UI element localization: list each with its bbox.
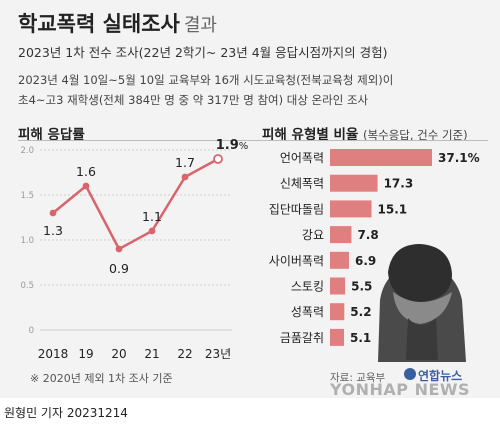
line-chart-ytick-label: 0.5 — [20, 281, 34, 291]
line-chart-value-label: 1.1 — [142, 209, 162, 224]
line-chart-value-label: 1.7 — [175, 155, 195, 170]
line-chart-ytick-label: 1.0 — [20, 236, 34, 246]
byline: 원형민 기자 20231214 — [4, 406, 128, 420]
line-chart-point — [49, 209, 57, 217]
bar-chart-bar — [330, 200, 372, 218]
line-chart-point — [181, 173, 189, 181]
yonhap-logo-ko: 연합뉴스 — [418, 369, 463, 383]
yonhap-logo-icon — [404, 368, 416, 380]
bar-chart-bar — [330, 174, 378, 192]
page-title: 학교폭력 실태조사 결과 — [18, 8, 217, 38]
line-chart-ytick-label: 2.0 — [20, 146, 34, 156]
bar-chart-bar — [330, 277, 346, 295]
description-line-2: 초4~고3 재학생(전체 384만 명 중 약 317만 명 참여) 대상 온라… — [18, 93, 369, 107]
bar-chart-category-label: 강요 — [302, 228, 324, 242]
yonhap-logo-en: YONHAP NEWS — [330, 380, 471, 399]
bar-chart-category-label: 사이버폭력 — [269, 254, 324, 268]
survey-subtitle: 2023년 1차 전수 조사(22년 2학기~ 23년 4월 응답시점까지의 경… — [18, 45, 388, 60]
bar-chart-value-label: 5.5 — [351, 280, 372, 294]
bar-chart-bar — [330, 149, 432, 166]
line-chart-xtick-label: 2018 — [38, 347, 69, 361]
line-chart-value-label: 0.9 — [109, 261, 129, 276]
title-main: 학교폭력 실태조사 — [18, 12, 180, 36]
bar-chart-value-label: 5.2 — [350, 305, 371, 319]
line-chart-value-label: 1.3 — [43, 223, 63, 238]
line-chart-series — [52, 157, 219, 251]
line-chart-title: 피해 응답률 — [18, 127, 85, 143]
bar-chart-title-note: (복수응답, 건수 기준) — [363, 128, 468, 142]
panel-divider — [18, 140, 488, 141]
line-chart-xtick-label: 19 — [78, 347, 93, 361]
bar-chart-category-label: 집단따돌림 — [269, 202, 324, 216]
line-chart-value-label: 1.9% — [216, 138, 249, 153]
bar-chart-bar — [330, 328, 345, 346]
line-chart-ytick-label: 0 — [29, 326, 34, 336]
bar-chart-category-label: 스토킹 — [291, 280, 324, 294]
bar-chart-value-label: 5.1 — [350, 331, 371, 345]
line-chart-xtick-label: 22 — [177, 347, 192, 361]
line-chart-xtick-label: 23년 — [205, 347, 231, 361]
sad-student-illustration — [378, 244, 466, 362]
line-chart-ytick-label: 1.5 — [20, 191, 34, 201]
bar-chart-category-label: 금품갈취 — [280, 331, 324, 345]
line-chart-point — [115, 245, 123, 253]
illustration-legs — [406, 318, 438, 360]
line-chart-point — [82, 182, 90, 190]
line-chart-point — [148, 227, 156, 235]
bar-chart-value-label: 17.3 — [384, 177, 414, 191]
illustration-head — [388, 244, 452, 302]
bar-chart-bar — [330, 251, 349, 269]
source-label: 자료: 교육부 — [330, 372, 386, 384]
illustration-arms — [393, 292, 452, 324]
line-chart-value-label: 1.6 — [76, 164, 96, 179]
infographic-card: 학교폭력 실태조사 결과 2023년 1차 전수 조사(22년 2학기~ 23년 … — [0, 0, 500, 399]
bar-chart-category-label: 성폭력 — [291, 305, 324, 319]
line-chart-xtick-label: 21 — [144, 347, 159, 361]
description-line-1: 2023년 4월 10일~5월 10일 교육부와 16개 시도교육청(전북교육청… — [18, 73, 394, 87]
bar-chart-category-label: 신체폭력 — [280, 177, 324, 191]
line-chart-unit: % — [239, 141, 249, 152]
bar-chart-value-label: 7.8 — [357, 228, 378, 242]
survey-description: 2023년 4월 10일~5월 10일 교육부와 16개 시도교육청(전북교육청… — [18, 70, 393, 110]
title-suffix: 결과 — [183, 15, 217, 36]
bar-chart-value-label: 6.9 — [355, 254, 376, 268]
bar-chart-value-label: 15.1 — [378, 202, 408, 216]
bar-chart-category-label: 언어폭력 — [280, 151, 324, 165]
bar-chart-title-main: 피해 유형별 비율 — [262, 127, 359, 143]
bar-chart-bar — [330, 303, 345, 321]
bar-chart-value-label: 37.1% — [438, 151, 480, 165]
line-chart-point — [213, 154, 223, 164]
footnote: ※ 2020년 제외 1차 조사 기준 — [30, 372, 173, 385]
line-chart-xtick-label: 20 — [111, 347, 126, 361]
bar-chart-bar — [330, 226, 352, 244]
bar-chart-title: 피해 유형별 비율 (복수응답, 건수 기준) — [262, 123, 468, 143]
charts-canvas: 0 0.5 1.0 1.5 2.0 1.3 2018 1.6 19 0.9 20 1.1 21 1.7 22… — [20, 138, 480, 362]
